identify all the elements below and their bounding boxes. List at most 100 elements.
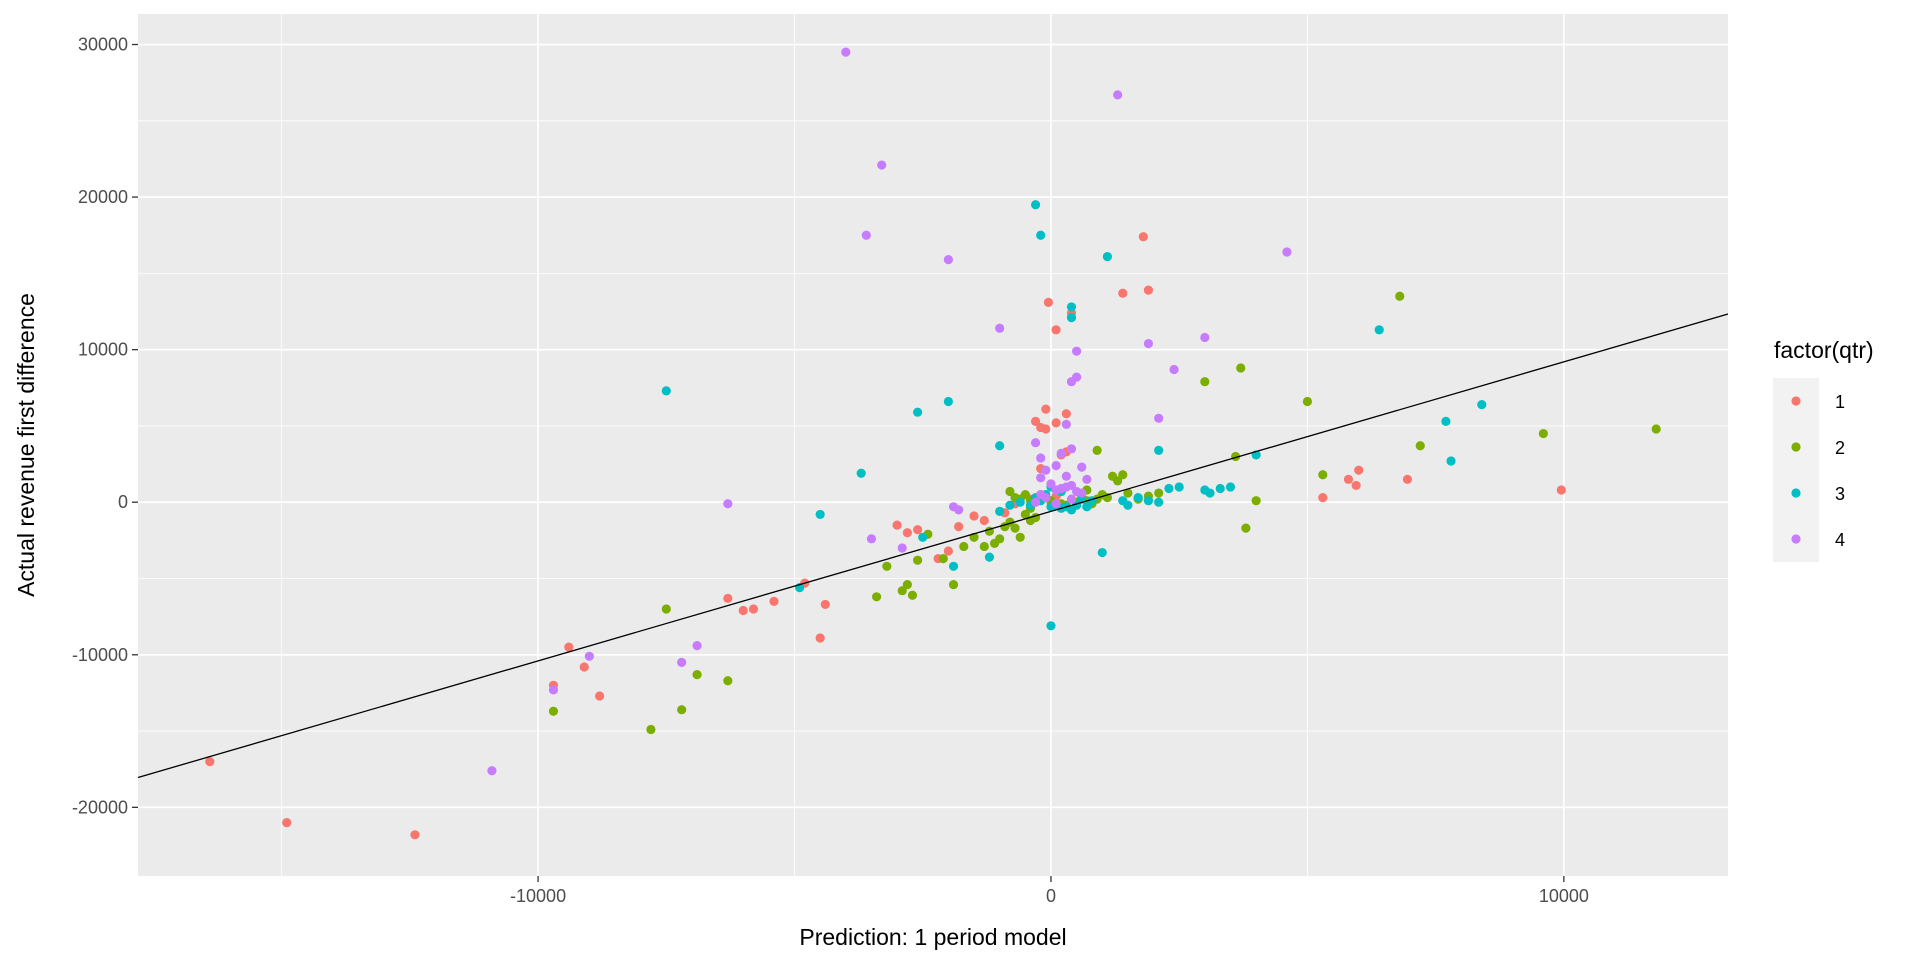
data-point-qtr-3 xyxy=(1143,496,1154,506)
y-tick-label: 0 xyxy=(118,492,128,512)
data-point-qtr-3 xyxy=(1174,482,1184,492)
data-point-qtr-4 xyxy=(1066,494,1077,504)
data-point-qtr-2 xyxy=(907,590,918,600)
data-point-qtr-2 xyxy=(1236,363,1246,373)
data-point-qtr-3 xyxy=(1205,488,1215,498)
data-point-qtr-3 xyxy=(661,386,671,396)
data-point-qtr-4 xyxy=(1077,488,1087,498)
y-tick-label: 10000 xyxy=(78,340,128,360)
data-point-qtr-1 xyxy=(1030,416,1041,426)
data-point-qtr-1 xyxy=(1354,465,1364,475)
x-tick-label: 10000 xyxy=(1539,886,1589,906)
data-point-qtr-3 xyxy=(1446,456,1456,466)
grid-major xyxy=(138,14,1728,876)
data-point-qtr-3 xyxy=(1154,445,1164,455)
grid-minor xyxy=(138,14,1728,876)
data-point-qtr-3 xyxy=(1123,500,1133,510)
data-point-qtr-1 xyxy=(723,593,733,603)
data-point-qtr-1 xyxy=(595,691,605,701)
data-point-qtr-2 xyxy=(1154,488,1164,498)
legend-marker xyxy=(1791,396,1801,406)
data-point-qtr-4 xyxy=(1030,438,1041,448)
data-point-qtr-4 xyxy=(584,651,594,661)
data-point-qtr-4 xyxy=(1066,480,1077,491)
data-point-qtr-4 xyxy=(1066,444,1077,454)
data-point-qtr-3 xyxy=(995,441,1005,451)
data-point-qtr-3 xyxy=(943,396,953,407)
data-point-qtr-4 xyxy=(1041,465,1051,475)
data-point-qtr-4 xyxy=(897,543,907,553)
data-point-qtr-2 xyxy=(1020,489,1030,500)
data-point-qtr-1 xyxy=(1061,409,1071,419)
data-point-qtr-2 xyxy=(661,604,671,614)
data-point-qtr-1 xyxy=(902,528,912,538)
y-axis-ticks: -20000 -10000 0 10000 20000 30000 xyxy=(72,35,138,817)
data-point-qtr-4 xyxy=(1056,448,1066,458)
legend-marker xyxy=(1791,442,1801,452)
data-point-qtr-4 xyxy=(1036,453,1046,463)
data-point-qtr-1 xyxy=(564,642,574,652)
data-point-qtr-4 xyxy=(1113,90,1123,100)
data-point-qtr-3 xyxy=(1082,502,1092,512)
data-point-qtr-2 xyxy=(913,555,923,565)
legend-label: 1 xyxy=(1835,392,1845,412)
data-point-qtr-2 xyxy=(1092,445,1102,455)
data-point-qtr-3 xyxy=(913,407,923,417)
legend-label: 4 xyxy=(1835,530,1845,550)
data-point-qtr-2 xyxy=(897,586,907,596)
data-point-qtr-4 xyxy=(487,766,497,776)
data-point-qtr-2 xyxy=(871,592,882,602)
data-point-qtr-1 xyxy=(1138,232,1148,242)
data-point-qtr-4 xyxy=(548,685,559,695)
data-point-qtr-3 xyxy=(1005,500,1015,510)
data-point-qtr-3 xyxy=(1133,493,1143,503)
data-point-qtr-4 xyxy=(1046,479,1056,489)
data-point-qtr-2 xyxy=(1123,488,1133,498)
x-axis-title: Prediction: 1 period model xyxy=(799,924,1066,950)
data-point-qtr-2 xyxy=(1020,509,1030,520)
legend-label: 3 xyxy=(1835,484,1845,504)
x-tick-label: 0 xyxy=(1046,886,1056,906)
data-point-qtr-3 xyxy=(1225,482,1236,492)
data-point-qtr-2 xyxy=(1200,377,1210,387)
data-point-qtr-4 xyxy=(1072,372,1082,382)
data-point-qtr-3 xyxy=(984,552,995,562)
data-point-qtr-2 xyxy=(1395,291,1405,301)
data-point-qtr-2 xyxy=(902,579,912,590)
data-point-qtr-1 xyxy=(1318,493,1328,503)
data-point-qtr-3 xyxy=(948,561,959,571)
data-point-qtr-1 xyxy=(969,511,979,521)
data-point-qtr-4 xyxy=(1036,489,1046,500)
y-tick-label: -10000 xyxy=(72,645,128,665)
data-point-qtr-3 xyxy=(1030,200,1041,210)
data-point-qtr-2 xyxy=(882,561,892,571)
data-point-qtr-3 xyxy=(1046,621,1056,631)
data-point-qtr-3 xyxy=(1102,251,1112,262)
reference-line xyxy=(137,313,1729,779)
data-point-qtr-4 xyxy=(995,323,1005,333)
data-point-qtr-4 xyxy=(1061,419,1071,430)
legend-marker xyxy=(1791,534,1801,544)
data-point-qtr-1 xyxy=(979,515,989,526)
data-point-qtr-1 xyxy=(913,525,923,535)
legend: factor(qtr) 1 2 3 4 xyxy=(1773,337,1874,562)
y-tick-label: -20000 xyxy=(72,797,128,817)
data-point-qtr-2 xyxy=(646,724,656,735)
y-tick-label: 30000 xyxy=(78,35,128,55)
plot-panel xyxy=(138,14,1728,876)
data-point-qtr-1 xyxy=(1402,474,1413,484)
data-point-qtr-1 xyxy=(954,522,964,532)
data-point-qtr-2 xyxy=(548,706,559,716)
data-point-qtr-4 xyxy=(1051,460,1061,471)
data-point-qtr-4 xyxy=(1077,462,1087,472)
data-point-qtr-2 xyxy=(677,705,687,715)
data-point-qtr-4 xyxy=(877,160,887,170)
data-point-qtr-4 xyxy=(1072,346,1082,356)
data-point-qtr-1 xyxy=(943,546,953,556)
data-point-qtr-3 xyxy=(1154,497,1164,507)
y-axis-title: Actual revenue first difference xyxy=(13,293,39,597)
data-point-qtr-1 xyxy=(1343,474,1354,484)
data-point-qtr-1 xyxy=(1043,297,1054,307)
data-point-qtr-2 xyxy=(979,541,989,552)
